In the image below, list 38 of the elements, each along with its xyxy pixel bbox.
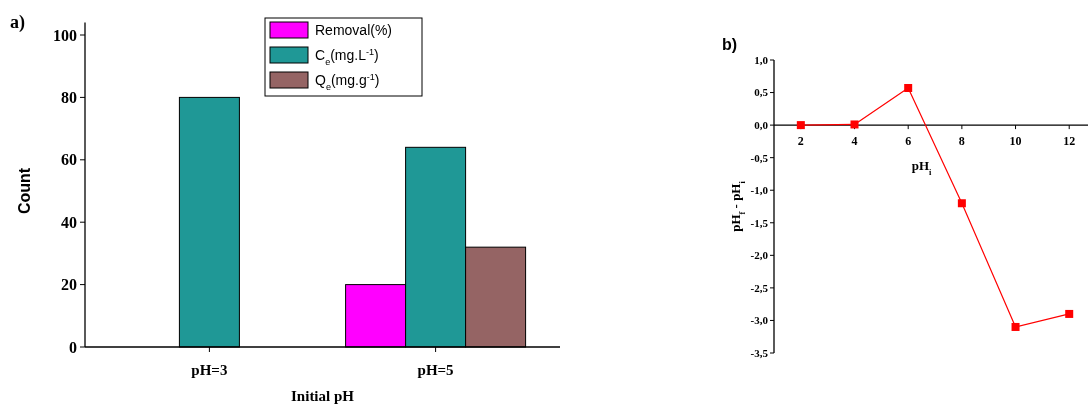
point	[904, 84, 913, 92]
y-tick-label: 0,5	[754, 86, 769, 99]
point	[1011, 322, 1020, 331]
y-tick-label: -0,5	[750, 151, 769, 164]
x-tick-label: 6	[905, 134, 912, 149]
legend-label: Removal(%)	[315, 22, 393, 38]
x-tick-label: pH=3	[191, 362, 228, 378]
x-tick-label: 2	[797, 134, 804, 149]
x-tick-label: 10	[1009, 134, 1022, 149]
point	[850, 120, 859, 129]
x-axis-title: Initial pH	[291, 388, 355, 404]
point	[1065, 309, 1074, 318]
y-tick-label: 40	[61, 213, 77, 231]
y-tick-label: 0	[69, 338, 77, 356]
y-axis-title: Count	[16, 167, 33, 215]
chart-title: a)	[10, 12, 25, 33]
point	[957, 199, 966, 208]
y-tick-label: -3,5	[750, 346, 769, 359]
x-axis-title: pH$_{i}$	[911, 158, 933, 178]
x-tick-label: 12	[1063, 134, 1076, 149]
y-tick-label: 0,0	[754, 118, 769, 131]
y-tick-label: 1,0	[754, 53, 769, 66]
x-tick-label: 8	[958, 134, 965, 149]
y-tick-label: 80	[61, 89, 77, 106]
y-tick-label: -2,5	[750, 281, 769, 294]
legend-label: Q$_{e}$(mg.g$^{-1}$)	[315, 72, 380, 92]
y-tick-label: 60	[61, 151, 77, 169]
y-tick-label: -1,0	[750, 184, 769, 197]
y-tick-label: -2,0	[750, 249, 769, 262]
x-tick-label: pH=5	[417, 362, 454, 378]
point	[796, 121, 805, 130]
legend-label: C$_{e}$(mg.L$^{-1}$)	[315, 47, 379, 67]
chart-title: b)	[722, 36, 738, 53]
y-tick-label: 20	[61, 276, 77, 294]
x-tick-label: 4	[851, 134, 858, 149]
y-tick-label: -3,0	[750, 314, 769, 327]
y-tick-label: 100	[53, 26, 77, 44]
y-tick-label: -1,5	[750, 216, 769, 229]
